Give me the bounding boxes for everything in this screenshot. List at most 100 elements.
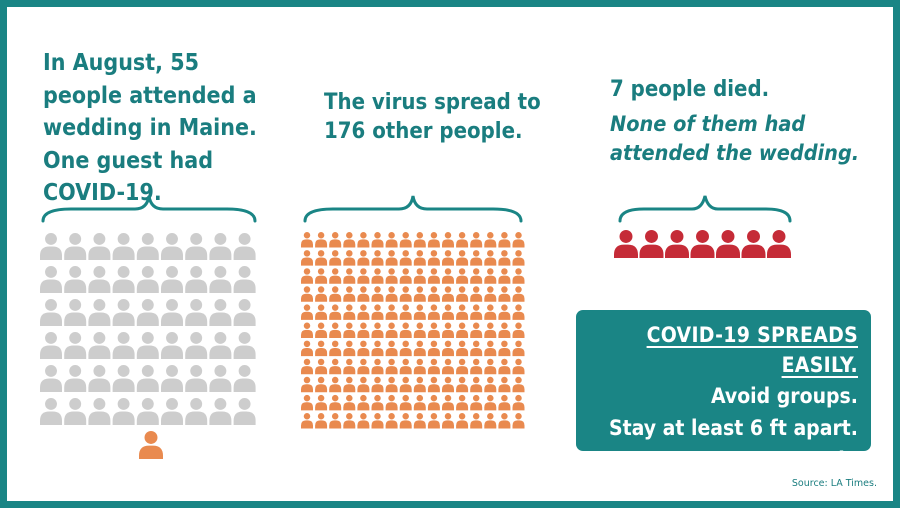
infected-person-icon: [399, 340, 412, 357]
attendee-person-icon: [209, 365, 232, 392]
infected-person-icon: [456, 340, 469, 357]
infected-person-icon: [399, 376, 412, 393]
infected-person-icon: [301, 232, 313, 248]
attendee-person-icon: [64, 332, 87, 359]
covid-advice-callout: COVID-19 SPREADS EASILY. Avoid groups. S…: [576, 310, 871, 472]
infected-person-icon: [413, 304, 426, 320]
source-note: Source: LA Times.: [791, 478, 877, 489]
infected-person-icon: [315, 268, 328, 284]
attendee-person-icon: [233, 299, 256, 326]
attendee-person-icon: [88, 266, 111, 293]
infected-person-icon: [343, 413, 356, 429]
attendee-person-icon: [136, 233, 159, 260]
attendee-person-icon: [112, 398, 135, 425]
infected-person-icon: [470, 250, 483, 266]
attendee-person-icon: [161, 299, 183, 326]
infected-person-icon: [427, 304, 440, 320]
attendee-person-icon: [112, 332, 135, 359]
infected-person-icon: [399, 268, 412, 284]
infected-person-icon: [315, 304, 328, 320]
infected-person-icon: [329, 340, 342, 357]
infected-person-icon: [484, 304, 497, 320]
infected-person-icon: [385, 304, 398, 320]
infected-person-icon: [470, 322, 483, 338]
infected-person-icon: [371, 413, 384, 429]
attendee-person-icon: [40, 398, 62, 425]
infected-person-icon: [442, 340, 454, 357]
infected-person-icon: [385, 376, 398, 393]
infected-person-icon: [385, 358, 398, 375]
attendee-person-icon: [161, 233, 183, 260]
death-person-icon: [767, 230, 791, 258]
attendee-person-icon: [233, 365, 256, 392]
infected-person-icon: [442, 358, 454, 375]
infected-person-icon: [343, 376, 356, 393]
attendee-person-icon: [233, 266, 256, 293]
infected-person-icon: [315, 286, 328, 302]
infected-person-icon: [357, 322, 370, 338]
infected-person-icon: [343, 358, 356, 375]
infected-person-icon: [442, 322, 454, 338]
infected-person-icon: [371, 286, 384, 302]
infected-person-icon: [413, 250, 426, 266]
death-person-icon: [665, 230, 689, 258]
attendee-person-icon: [40, 365, 62, 392]
infected-person-icon: [470, 286, 483, 302]
attendee-person-icon: [185, 233, 208, 260]
infected-person-icon: [357, 358, 370, 375]
infected-person-icon: [301, 286, 313, 302]
attendee-person-icon: [209, 233, 232, 260]
infected-person-icon: [343, 232, 356, 248]
virus-spread-text: The virus spread to 176 other people.: [324, 90, 541, 144]
infected-person-icon: [399, 394, 412, 411]
infected-person-icon: [427, 286, 440, 302]
attendee-person-icon: [40, 266, 62, 293]
infected-person-icon: [371, 232, 384, 248]
infected-person-icon: [399, 304, 412, 320]
curly-brace-icon: [303, 195, 523, 223]
attendee-person-icon: [40, 233, 62, 260]
infographic-frame: In August, 55 people attended a wedding …: [7, 7, 893, 501]
infected-person-icon: [399, 413, 412, 429]
infected-person-icon: [512, 286, 525, 302]
infected-person-icon: [512, 340, 525, 357]
infected-person-icon: [343, 268, 356, 284]
attendee-person-icon: [161, 398, 183, 425]
infected-person-icon: [329, 394, 342, 411]
infected-person-icon: [371, 376, 384, 393]
infected-guest-icon: [139, 431, 163, 459]
attendee-person-icon: [233, 398, 256, 425]
attendee-person-icon: [40, 332, 62, 359]
infected-person-icon: [343, 304, 356, 320]
infected-person-icon: [357, 340, 370, 357]
infected-person-icon: [470, 268, 483, 284]
infected-guest-person-icon: [139, 431, 163, 459]
callout-heading: COVID-19 SPREADS EASILY.: [646, 323, 858, 377]
attendee-person-icon: [185, 299, 208, 326]
infected-person-icon: [371, 268, 384, 284]
attendee-person-icon: [112, 266, 135, 293]
infected-person-icon: [343, 394, 356, 411]
infected-person-icon: [484, 322, 497, 338]
infected-person-icon: [371, 250, 384, 266]
attendee-person-icon: [64, 398, 87, 425]
deaths-note-text: None of them had attended the wedding.: [610, 112, 860, 166]
death-person-icon: [716, 230, 740, 258]
infected-person-icon: [498, 250, 511, 266]
infected-person-icon: [399, 358, 412, 375]
infected-person-icon: [371, 304, 384, 320]
infected-person-icon: [470, 413, 483, 429]
infected-person-icon: [385, 268, 398, 284]
infected-person-icon: [484, 340, 497, 357]
attendee-person-icon: [161, 365, 183, 392]
attendee-person-icon: [161, 332, 183, 359]
attendee-person-icon: [185, 398, 208, 425]
infected-person-icon: [427, 413, 440, 429]
infected-person-icon: [385, 232, 398, 248]
infected-person-icon: [357, 232, 370, 248]
attendee-person-icon: [233, 233, 256, 260]
attendee-person-icon: [209, 266, 232, 293]
infected-person-icon: [512, 250, 525, 266]
infected-person-icon: [484, 394, 497, 411]
infected-person-icon: [498, 268, 511, 284]
